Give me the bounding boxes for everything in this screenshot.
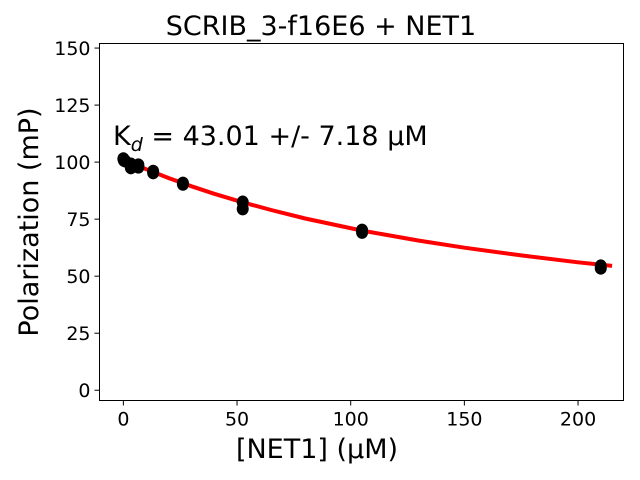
kd-symbol: K bbox=[113, 121, 132, 152]
y-tick-label: 0 bbox=[78, 380, 90, 402]
x-tick-label: 50 bbox=[225, 409, 249, 431]
y-tick-label: 125 bbox=[54, 95, 90, 117]
x-tick-label: 100 bbox=[333, 409, 369, 431]
y-axis-label: Polarization (mP) bbox=[14, 107, 45, 336]
kd-value: = 43.01 +/- 7.18 μM bbox=[143, 121, 428, 152]
x-tick-label: 200 bbox=[560, 409, 596, 431]
x-tick-label: 0 bbox=[117, 409, 129, 431]
y-tick-label: 25 bbox=[66, 323, 90, 345]
y-tick-label: 50 bbox=[66, 266, 90, 288]
fit-curve bbox=[122, 157, 613, 268]
data-point bbox=[356, 225, 369, 239]
kd-subscript: d bbox=[131, 134, 144, 156]
y-tick-label: 75 bbox=[66, 209, 90, 231]
x-axis-label: [NET1] (μM) bbox=[236, 434, 398, 465]
kd-annotation: Kd = 43.01 +/- 7.18 μM bbox=[113, 121, 428, 156]
plot-frame bbox=[99, 43, 624, 401]
x-tick-label: 150 bbox=[446, 409, 482, 431]
data-point bbox=[594, 261, 607, 275]
data-point bbox=[176, 177, 189, 191]
y-tick-label: 100 bbox=[54, 152, 90, 174]
data-point bbox=[147, 166, 160, 180]
data-point bbox=[132, 160, 145, 174]
chart-title: SCRIB_3-f16E6 + NET1 bbox=[166, 11, 476, 42]
y-tick-label: 150 bbox=[54, 38, 90, 60]
data-point bbox=[236, 202, 249, 216]
